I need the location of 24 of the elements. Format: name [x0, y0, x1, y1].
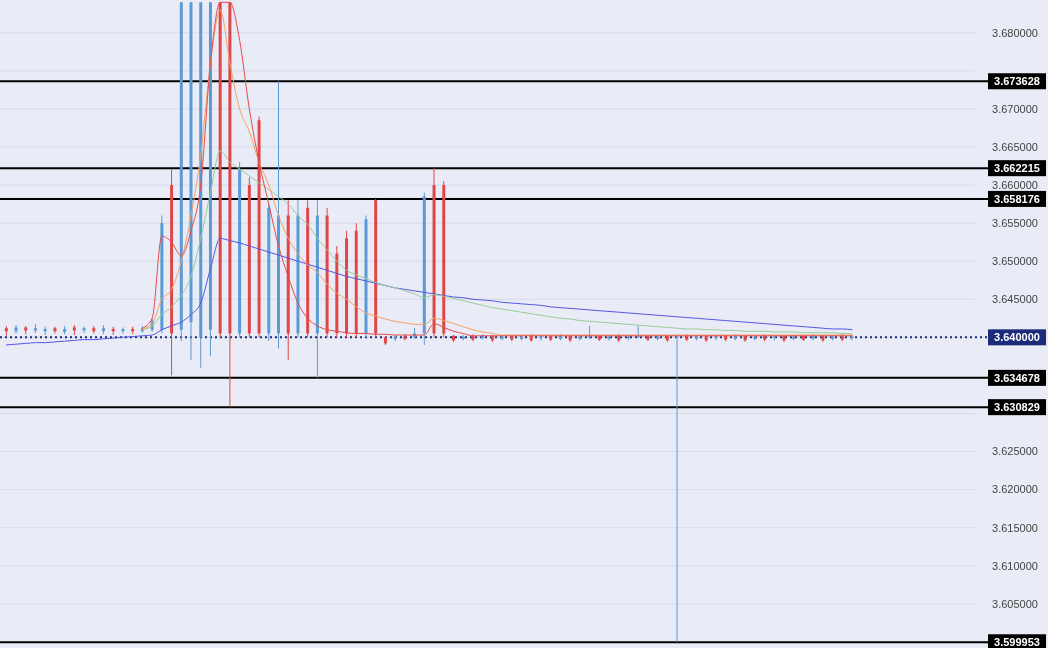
y-tick-label: 3.680000 [992, 26, 1038, 39]
ref-line-label: 3.630829 [994, 401, 1040, 414]
candlestick [14, 324, 18, 335]
line-series [141, 150, 853, 335]
ref-line-label: 3.634678 [994, 371, 1040, 384]
ref-line-label: 3.673628 [994, 75, 1040, 88]
ref-line-label: 3.658176 [994, 192, 1040, 205]
y-tick-label: 3.670000 [992, 102, 1038, 115]
y-tick-label: 3.665000 [992, 140, 1038, 153]
y-tick-label: 3.645000 [992, 293, 1038, 306]
ref-line-label: 3.662215 [994, 162, 1040, 175]
ref-line-label: 3.599953 [994, 636, 1040, 648]
candlestick [675, 334, 679, 643]
ref-line-label: 3.640000 [994, 331, 1040, 344]
y-tick-label: 3.655000 [992, 216, 1038, 229]
y-tick-label: 3.615000 [992, 521, 1038, 534]
y-tick-label: 3.610000 [992, 559, 1038, 572]
line-series [5, 237, 853, 346]
candlestick [53, 326, 57, 335]
y-tick-label: 3.650000 [992, 255, 1038, 268]
y-tick-label: 3.660000 [992, 178, 1038, 191]
y-tick-label: 3.605000 [992, 597, 1038, 610]
y-tick-label: 3.625000 [992, 445, 1038, 458]
y-tick-label: 3.620000 [992, 483, 1038, 496]
